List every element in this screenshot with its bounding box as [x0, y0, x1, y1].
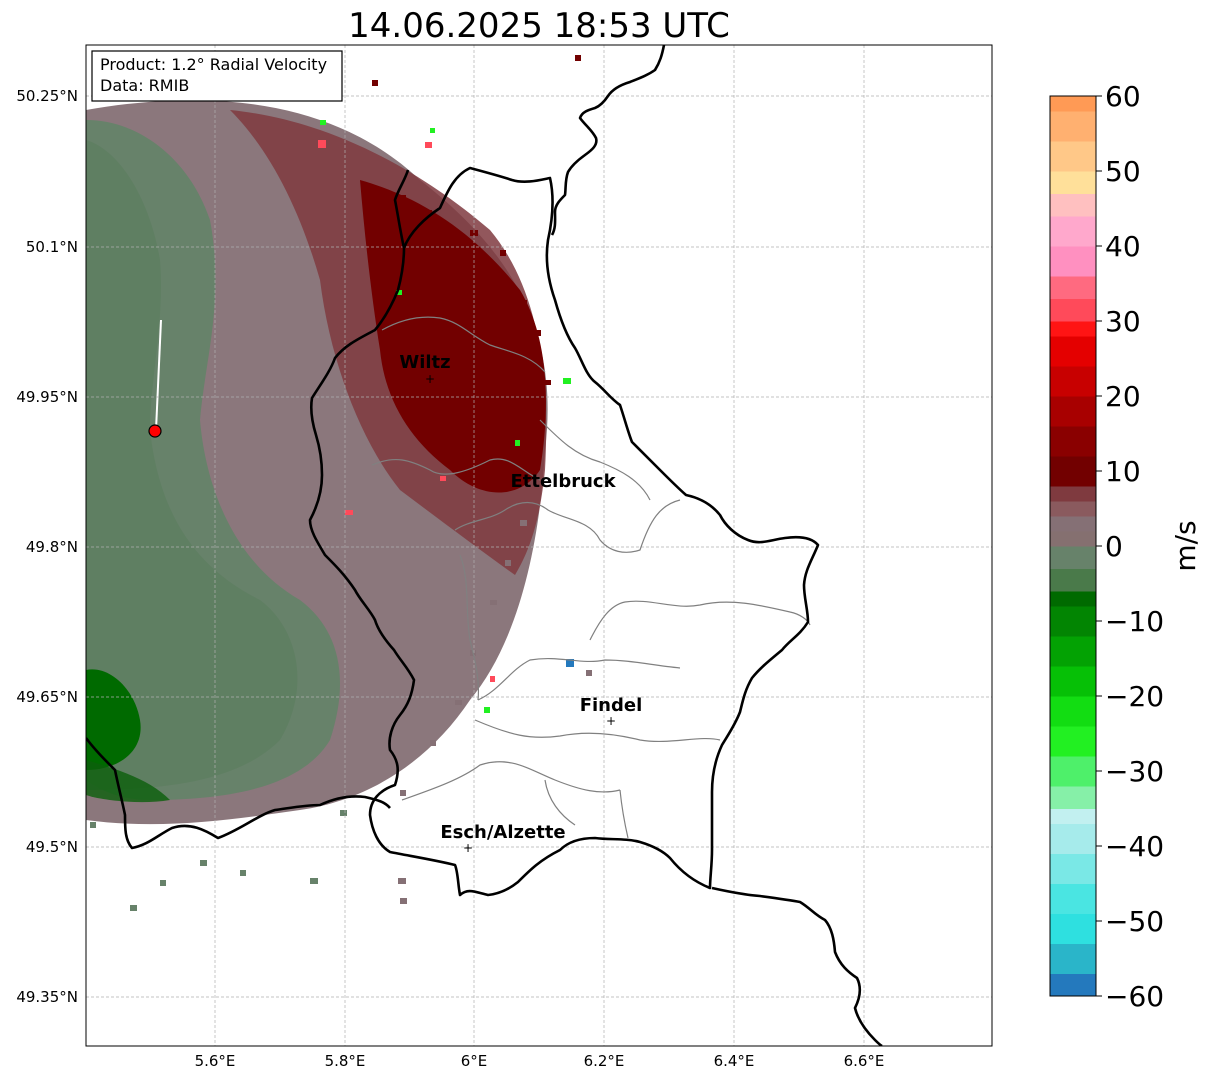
y-tick-label: 50.25°N — [16, 87, 78, 105]
colorbar-tick-label: 10 — [1105, 455, 1141, 488]
svg-text:Findel: Findel — [580, 695, 643, 716]
map-area: Wiltz + Ettelbruck Findel + Esch/Alzette… — [86, 45, 992, 1046]
info-box: Product: 1.2° Radial Velocity Data: RMIB — [91, 50, 343, 102]
colorbar-swatch — [1050, 531, 1096, 547]
y-tick-label: 50.1°N — [26, 238, 78, 256]
colorbar-swatch — [1050, 696, 1096, 727]
city-ettelbruck: Ettelbruck — [510, 471, 616, 492]
colorbar-swatch — [1050, 298, 1096, 322]
colorbar-swatch — [1050, 516, 1096, 532]
colorbar-swatch — [1050, 546, 1096, 569]
colorbar-swatch — [1050, 823, 1096, 854]
info-product: Product: 1.2° Radial Velocity — [100, 55, 327, 74]
colorbar-tick-label: −50 — [1105, 905, 1164, 938]
colorbar-swatch — [1050, 216, 1096, 247]
colorbar-swatch — [1050, 666, 1096, 697]
y-tick-label: 49.95°N — [16, 388, 78, 406]
y-tick-label: 49.5°N — [26, 838, 78, 856]
colorbar-label: m/s — [1169, 520, 1202, 571]
colorbar-swatch — [1050, 246, 1096, 277]
radar-velocity-field — [86, 55, 592, 911]
svg-text:Esch/Alzette: Esch/Alzette — [440, 822, 565, 843]
colorbar-swatch — [1050, 883, 1096, 914]
y-tick-label: 49.8°N — [26, 538, 78, 556]
radar-site-marker — [148, 424, 162, 438]
country-borders — [86, 45, 883, 1046]
svg-text:Wiltz: Wiltz — [399, 352, 450, 373]
city-wiltz: Wiltz + — [399, 352, 450, 386]
colorbar-swatch — [1050, 321, 1096, 337]
colorbar-swatch — [1050, 786, 1096, 809]
colorbar-swatch — [1050, 808, 1096, 824]
colorbar-swatch — [1050, 606, 1096, 637]
x-tick-label: 6.2°E — [584, 1052, 625, 1070]
colorbar-tick-label: 0 — [1105, 530, 1123, 563]
colorbar-swatch — [1050, 193, 1096, 217]
colorbar-tick-label: −30 — [1105, 755, 1164, 788]
colorbar-swatch — [1050, 853, 1096, 884]
colorbar-swatch — [1050, 943, 1096, 974]
plus-marker-icon: + — [425, 372, 435, 386]
colorbar-swatch — [1050, 726, 1096, 757]
city-findel: Findel + — [580, 695, 643, 728]
svg-text:Ettelbruck: Ettelbruck — [510, 471, 616, 492]
colorbar-tick-label: −20 — [1105, 680, 1164, 713]
x-tick-label: 6.4°E — [714, 1052, 755, 1070]
colorbar-swatch — [1050, 636, 1096, 667]
x-tick-label: 5.6°E — [195, 1052, 236, 1070]
district-boundaries — [371, 316, 811, 839]
colorbar-tick-label: 50 — [1105, 155, 1141, 188]
x-tick-label: 6°E — [461, 1052, 488, 1070]
colorbar-swatch — [1050, 973, 1096, 997]
colorbar-swatch — [1050, 141, 1096, 172]
colorbar-tick-label: −40 — [1105, 830, 1164, 863]
colorbar-swatches — [1050, 96, 1096, 997]
colorbar-swatch — [1050, 591, 1096, 607]
x-tick-label: 6.6°E — [844, 1052, 885, 1070]
colorbar-swatch — [1050, 396, 1096, 427]
colorbar-swatch — [1050, 501, 1096, 517]
colorbar-swatch — [1050, 913, 1096, 944]
colorbar-swatch — [1050, 276, 1096, 299]
colorbar-swatch — [1050, 171, 1096, 194]
x-axis: 5.6°E 5.8°E 6°E 6.2°E 6.4°E 6.6°E — [195, 1052, 885, 1070]
plus-marker-icon: + — [463, 841, 473, 855]
colorbar-tick-label: −10 — [1105, 605, 1164, 638]
colorbar-swatch — [1050, 486, 1096, 502]
y-axis: 50.25°N 50.1°N 49.95°N 49.8°N 49.65°N 49… — [16, 87, 78, 1006]
colorbar-tick-label: 40 — [1105, 230, 1141, 263]
colorbar-swatch — [1050, 96, 1096, 112]
city-esch-alzette: Esch/Alzette + — [440, 822, 565, 855]
colorbar-swatch — [1050, 756, 1096, 787]
colorbar-swatch — [1050, 568, 1096, 592]
colorbar-swatch — [1050, 426, 1096, 457]
city-markers: Wiltz + Ettelbruck Findel + Esch/Alzette… — [399, 352, 642, 855]
colorbar-swatch — [1050, 336, 1096, 367]
colorbar-ticks: 60 50 40 30 20 10 0 −10 −20 −30 −40 −50 … — [1096, 80, 1164, 1013]
x-tick-label: 5.8°E — [325, 1052, 366, 1070]
y-tick-label: 49.65°N — [16, 688, 78, 706]
plus-marker-icon: + — [606, 714, 616, 728]
map-frame — [85, 44, 993, 1047]
info-source: Data: RMIB — [100, 76, 189, 95]
colorbar-tick-label: 20 — [1105, 380, 1141, 413]
colorbar-swatch — [1050, 456, 1096, 487]
colorbar-tick-label: 60 — [1105, 80, 1141, 113]
colorbar: 60 50 40 30 20 10 0 −10 −20 −30 −40 −50 … — [1049, 80, 1202, 1013]
y-tick-label: 49.35°N — [16, 988, 78, 1006]
map-title: 14.06.2025 18:53 UTC — [348, 6, 730, 46]
colorbar-tick-label: 30 — [1105, 305, 1141, 338]
colorbar-swatch — [1050, 366, 1096, 397]
colorbar-swatch — [1050, 111, 1096, 142]
colorbar-tick-label: −60 — [1105, 980, 1164, 1013]
